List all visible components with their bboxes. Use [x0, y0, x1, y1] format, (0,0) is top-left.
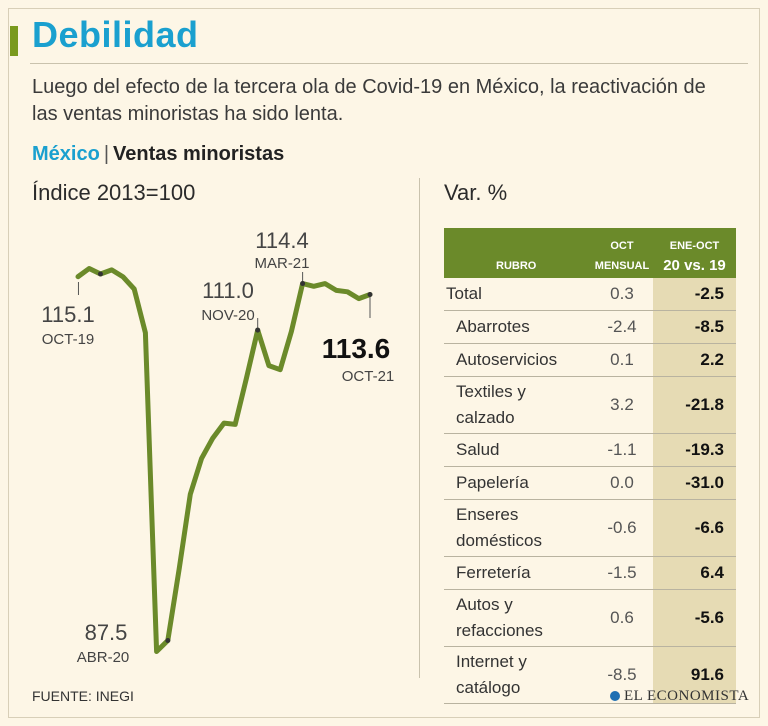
topic-label: Ventas minoristas	[113, 143, 285, 165]
panel-divider	[419, 178, 420, 678]
row-name: Textiles y calzado	[456, 382, 526, 427]
row-name: Abarrotes	[456, 317, 530, 336]
table-row: Total 0.3 -2.5	[444, 278, 736, 311]
row-ene-text: 91.6	[690, 665, 724, 684]
annotation-date: NOV-20	[201, 307, 254, 324]
row-name: Autoservicios	[456, 350, 558, 369]
row-ene-value: -5.6	[653, 590, 736, 646]
table-row: Papelería 0.0 -31.0	[444, 467, 736, 500]
row-ene-text: 6.4	[700, 563, 724, 582]
row-oct-value: 0.1	[610, 350, 634, 369]
row-oct-value: -1.1	[607, 440, 637, 459]
section-heading: México | Ventas minoristas	[32, 143, 284, 166]
row-name: Total	[446, 284, 482, 303]
infographic-frame	[8, 8, 760, 718]
row-ene-text: -19.3	[685, 440, 724, 459]
table-header: RUBRO OCT MENSUAL ENE-OCT 20 vs. 19	[444, 228, 736, 278]
row-ene-value: -8.5	[653, 311, 736, 343]
annotation-date: OCT-21	[342, 368, 395, 385]
row-ene-text: -31.0	[685, 473, 724, 492]
brand-logo: EL ECONOMISTA	[610, 688, 749, 705]
header-ene-top: ENE-OCT	[669, 240, 720, 252]
row-oct-value: 3.2	[610, 395, 634, 414]
row-name: Enseres domésticos	[456, 505, 542, 550]
row-oct-value: -8.5	[607, 665, 637, 684]
row-oct-value: -0.6	[607, 518, 637, 537]
header-ene: ENE-OCT 20 vs. 19	[653, 236, 736, 276]
annotation-value: 115.1	[41, 302, 94, 327]
annotation-point	[97, 271, 103, 277]
row-ene-text: -6.6	[694, 518, 724, 537]
brand-dot-icon	[610, 691, 620, 701]
subtitle: Luego del efecto de la tercera ola de Co…	[32, 76, 706, 125]
header-rubro: RUBRO	[496, 260, 537, 272]
row-name: Salud	[456, 440, 500, 459]
annotation-date: MAR-21	[254, 255, 309, 272]
row-name: Autos y refacciones	[456, 595, 543, 640]
row-oct-value: -2.4	[607, 317, 637, 336]
row-ene-text: -2.5	[694, 284, 724, 303]
header-oct-bottom: MENSUAL	[594, 260, 650, 272]
variation-table: RUBRO OCT MENSUAL ENE-OCT 20 vs. 19 Tota…	[444, 228, 736, 704]
row-ene-value: -2.5	[653, 278, 736, 310]
row-ene-text: -8.5	[694, 317, 724, 336]
series-line	[75, 266, 373, 654]
row-oct-value: 0.0	[610, 473, 634, 492]
row-ene-value: -6.6	[653, 500, 736, 556]
annotation-point	[165, 638, 171, 644]
table-row: Salud -1.1 -19.3	[444, 434, 736, 467]
row-ene-value: 91.6	[653, 647, 736, 703]
header-oct: OCT MENSUAL	[592, 236, 652, 276]
row-oct-value: 0.3	[610, 284, 634, 303]
row-oct-value: -1.5	[607, 563, 637, 582]
table-row: Autos y refacciones 0.6 -5.6	[444, 590, 736, 647]
title-accent-bar	[10, 26, 18, 56]
row-ene-text: -5.6	[694, 608, 724, 627]
annotation-value: 113.6	[322, 333, 391, 364]
row-ene-value: -21.8	[653, 377, 736, 433]
row-name: Ferretería	[456, 563, 531, 582]
source-note: FUENTE: INEGI	[32, 688, 134, 704]
table-row: Autoservicios 0.1 2.2	[444, 344, 736, 377]
header-ene-bottom: 20 vs. 19	[663, 257, 726, 274]
annotation-date: ABR-20	[77, 649, 130, 666]
annotation-date: OCT-19	[42, 331, 95, 348]
table-row: Ferretería -1.5 6.4	[444, 557, 736, 590]
table-row: Internet y catálogo -8.5 91.6	[444, 647, 736, 704]
table-row: Abarrotes -2.4 -8.5	[444, 311, 736, 344]
row-ene-value: 2.2	[653, 344, 736, 376]
row-ene-text: -21.8	[685, 395, 724, 414]
table-row: Textiles y calzado 3.2 -21.8	[444, 377, 736, 434]
annotation-value: 114.4	[255, 228, 308, 253]
section-separator: |	[103, 143, 110, 165]
page-title: Debilidad	[32, 14, 199, 55]
table-row: Enseres domésticos -0.6 -6.6	[444, 500, 736, 557]
country-label: México	[32, 143, 100, 165]
row-ene-text: 2.2	[700, 350, 724, 369]
table-body: Total 0.3 -2.5 Abarrotes -2.4 -8.5 Autoservici…	[444, 278, 736, 704]
annotation-value: 87.5	[85, 620, 128, 645]
row-name: Papelería	[456, 473, 529, 492]
annotation-point	[300, 281, 306, 287]
annotation-point	[255, 327, 261, 333]
title-divider	[30, 63, 748, 64]
index-label: Índice 2013=100	[32, 180, 196, 205]
row-ene-value: 6.4	[653, 557, 736, 589]
brand-name: EL ECONOMISTA	[624, 688, 750, 704]
annotation-point	[367, 292, 373, 298]
row-ene-value: -19.3	[653, 434, 736, 466]
row-oct-value: 0.6	[610, 608, 634, 627]
header-oct-top: OCT	[610, 240, 634, 252]
row-name: Internet y catálogo	[456, 652, 527, 697]
row-ene-value: -31.0	[653, 467, 736, 499]
annotation-value: 111.0	[202, 278, 254, 303]
variation-label: Var. %	[444, 180, 508, 205]
